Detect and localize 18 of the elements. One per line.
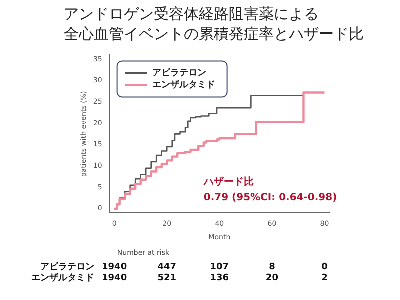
text: 107 <box>210 262 230 273</box>
annotation: ハザード比 <box>202 176 254 188</box>
chart-title: アンドロゲン受容体経路阻害薬による <box>64 4 320 24</box>
legend-label: アビラテロン <box>152 68 206 79</box>
text: 447 <box>158 262 177 273</box>
text: 2 <box>322 274 328 284</box>
text: 521 <box>158 274 177 284</box>
text: 136 <box>210 274 230 284</box>
legend-label: エンザルタミド <box>152 80 216 91</box>
text: 20 <box>266 274 278 284</box>
text: 1940 <box>102 274 128 284</box>
text: 1940 <box>102 262 128 273</box>
text: 0 <box>322 262 328 273</box>
chart-subtitle: 全心血管イベントの累積発症率とハザード比 <box>64 24 365 44</box>
text: 8 <box>269 262 276 273</box>
text: エンザルタミド <box>32 274 95 284</box>
text: アビラテロン <box>40 262 95 273</box>
annotation: 0.79 (95%CI: 0.64-0.98) <box>204 192 338 204</box>
